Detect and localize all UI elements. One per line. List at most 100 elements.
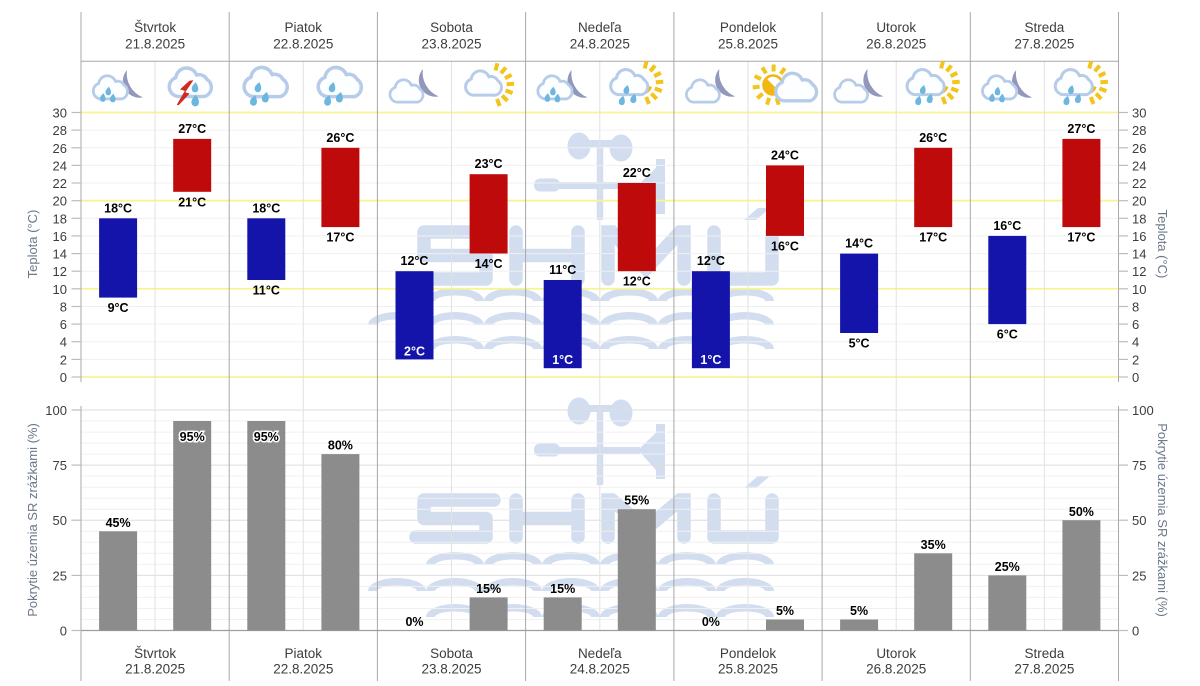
svg-text:Piatok: Piatok	[285, 646, 323, 661]
svg-text:22.8.2025: 22.8.2025	[273, 662, 333, 677]
svg-text:Utorok: Utorok	[876, 646, 916, 661]
svg-text:21.8.2025: 21.8.2025	[125, 37, 185, 52]
svg-text:22: 22	[53, 176, 67, 191]
svg-text:24.8.2025: 24.8.2025	[570, 662, 630, 677]
svg-text:5%: 5%	[776, 604, 794, 618]
svg-text:14°C: 14°C	[845, 237, 873, 251]
svg-text:0: 0	[1132, 370, 1139, 385]
svg-text:2: 2	[60, 352, 67, 367]
svg-text:0%: 0%	[405, 615, 423, 629]
svg-text:6: 6	[1132, 317, 1139, 332]
svg-text:23.8.2025: 23.8.2025	[421, 37, 481, 52]
svg-text:28: 28	[53, 123, 67, 138]
svg-text:95%: 95%	[180, 430, 205, 444]
svg-text:Štvrtok: Štvrtok	[134, 20, 176, 35]
svg-text:Štvrtok: Štvrtok	[134, 646, 176, 661]
svg-text:18: 18	[1132, 211, 1146, 226]
svg-text:22: 22	[1132, 176, 1146, 191]
svg-text:1°C: 1°C	[700, 353, 721, 367]
svg-text:0: 0	[60, 370, 67, 385]
svg-text:6: 6	[60, 317, 67, 332]
svg-text:4: 4	[1132, 335, 1139, 350]
svg-text:15%: 15%	[550, 582, 575, 596]
svg-text:80%: 80%	[328, 439, 353, 453]
svg-text:21°C: 21°C	[178, 195, 206, 209]
svg-text:14°C: 14°C	[475, 257, 503, 271]
svg-text:14: 14	[53, 247, 67, 262]
svg-text:75: 75	[1132, 458, 1146, 473]
svg-text:1°C: 1°C	[552, 353, 573, 367]
svg-text:23.8.2025: 23.8.2025	[421, 662, 481, 677]
svg-text:2: 2	[1132, 352, 1139, 367]
svg-text:28: 28	[1132, 123, 1146, 138]
svg-text:0: 0	[1132, 624, 1139, 639]
svg-text:17°C: 17°C	[326, 231, 354, 245]
svg-text:22°C: 22°C	[623, 166, 651, 180]
svg-text:Nedeľa: Nedeľa	[578, 646, 622, 661]
svg-text:12: 12	[53, 264, 67, 279]
svg-text:18: 18	[53, 211, 67, 226]
svg-text:8: 8	[60, 300, 67, 315]
svg-text:0: 0	[60, 624, 67, 639]
svg-text:11°C: 11°C	[253, 284, 280, 298]
svg-text:8: 8	[1132, 300, 1139, 315]
svg-text:Piatok: Piatok	[285, 20, 323, 35]
svg-text:23°C: 23°C	[475, 157, 503, 171]
svg-text:35%: 35%	[921, 538, 946, 552]
svg-text:75: 75	[53, 458, 67, 473]
svg-text:27°C: 27°C	[1067, 122, 1095, 136]
svg-text:Streda: Streda	[1025, 646, 1065, 661]
svg-text:Sobota: Sobota	[430, 646, 473, 661]
svg-text:50: 50	[53, 513, 67, 528]
svg-text:Pokrytie územia SR zrážkami (%: Pokrytie územia SR zrážkami (%)	[1155, 423, 1170, 617]
svg-text:12°C: 12°C	[623, 275, 651, 289]
svg-text:50%: 50%	[1069, 505, 1094, 519]
svg-text:Pondelok: Pondelok	[720, 646, 777, 661]
svg-text:24: 24	[1132, 158, 1146, 173]
svg-text:95%: 95%	[254, 430, 279, 444]
svg-text:2°C: 2°C	[404, 344, 425, 358]
svg-text:20: 20	[53, 194, 67, 209]
svg-text:55%: 55%	[624, 494, 649, 508]
svg-text:25.8.2025: 25.8.2025	[718, 37, 778, 52]
svg-text:24: 24	[53, 158, 67, 173]
svg-text:17°C: 17°C	[1067, 231, 1095, 245]
svg-text:21.8.2025: 21.8.2025	[125, 662, 185, 677]
svg-text:17°C: 17°C	[919, 231, 947, 245]
svg-text:Pondelok: Pondelok	[720, 20, 777, 35]
svg-text:10: 10	[1132, 282, 1146, 297]
svg-text:0%: 0%	[702, 615, 720, 629]
svg-text:26: 26	[1132, 141, 1146, 156]
svg-text:12°C: 12°C	[697, 254, 725, 268]
svg-text:15%: 15%	[476, 582, 501, 596]
svg-text:26°C: 26°C	[326, 131, 354, 145]
svg-text:30: 30	[53, 106, 67, 121]
svg-text:25: 25	[53, 568, 67, 583]
svg-text:30: 30	[1132, 106, 1146, 121]
svg-text:Sobota: Sobota	[430, 20, 473, 35]
svg-text:16: 16	[1132, 229, 1146, 244]
svg-text:Streda: Streda	[1025, 20, 1065, 35]
svg-text:26.8.2025: 26.8.2025	[866, 662, 926, 677]
svg-text:100: 100	[1132, 403, 1154, 418]
svg-text:Nedeľa: Nedeľa	[578, 20, 622, 35]
svg-text:4: 4	[60, 335, 67, 350]
svg-text:26.8.2025: 26.8.2025	[866, 37, 926, 52]
svg-text:50: 50	[1132, 513, 1146, 528]
svg-text:16: 16	[53, 229, 67, 244]
svg-text:Pokrytie územia SR zrážkami (%: Pokrytie územia SR zrážkami (%)	[25, 423, 40, 617]
svg-text:10: 10	[53, 282, 67, 297]
svg-text:5°C: 5°C	[849, 336, 870, 350]
svg-text:18°C: 18°C	[252, 201, 280, 215]
svg-text:25.8.2025: 25.8.2025	[718, 662, 778, 677]
svg-text:14: 14	[1132, 247, 1146, 262]
svg-text:27.8.2025: 27.8.2025	[1014, 662, 1074, 677]
svg-text:27.8.2025: 27.8.2025	[1014, 37, 1074, 52]
svg-text:45%: 45%	[106, 516, 131, 530]
svg-text:5%: 5%	[850, 604, 868, 618]
svg-text:12: 12	[1132, 264, 1146, 279]
svg-text:11°C: 11°C	[549, 263, 576, 277]
svg-text:26: 26	[53, 141, 67, 156]
svg-text:25%: 25%	[995, 560, 1020, 574]
svg-text:6°C: 6°C	[997, 328, 1018, 342]
